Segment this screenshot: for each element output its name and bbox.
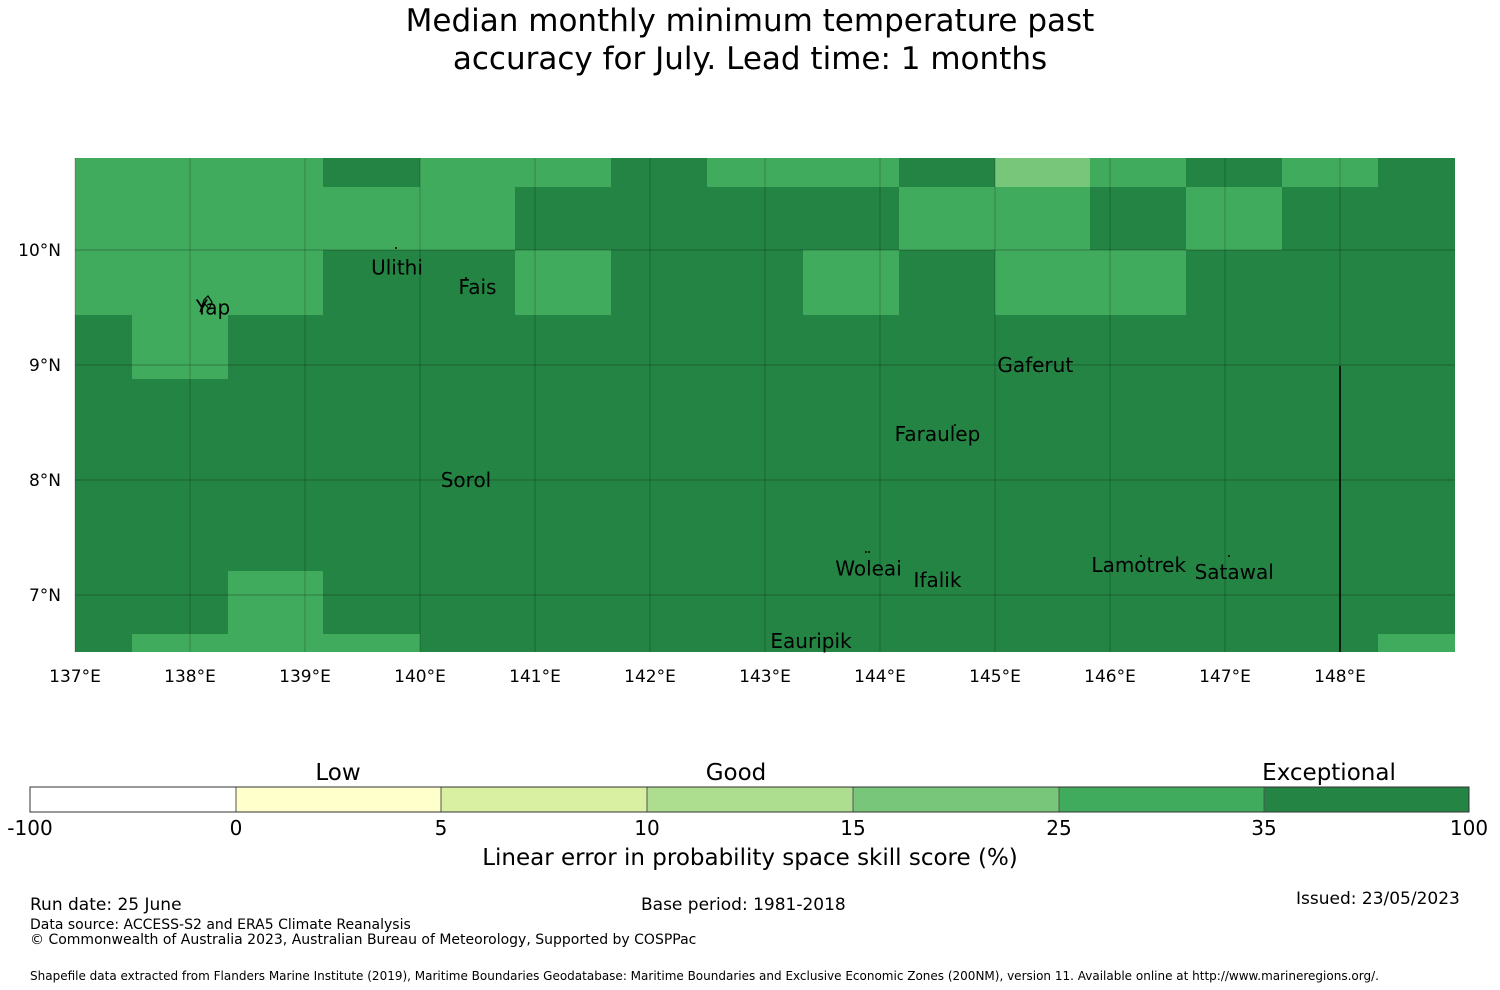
latitude-labels: 10°N 9°N 8°N 7°N (18, 241, 61, 606)
longitude-labels: 137°E 138°E 139°E 140°E 141°E 142°E 143°E 144°E… (49, 667, 1366, 687)
colorbar-tick: 0 (229, 816, 243, 840)
place-label: Woleai (835, 557, 902, 581)
lat-tick-label: 8°N (29, 471, 61, 491)
place-label: Eauripik (770, 629, 852, 653)
skill-cell (515, 250, 611, 315)
lon-tick-label: 142°E (624, 667, 676, 687)
lon-tick-label: 145°E (969, 667, 1021, 687)
shapefile-credit: Shapefile data extracted from Flanders M… (30, 969, 1379, 983)
lon-tick-label: 148°E (1314, 667, 1366, 687)
place-label: Ifalik (914, 568, 962, 592)
colorbar-tick: -100 (7, 816, 53, 840)
place-label: Lamotrek (1091, 553, 1186, 577)
skill-cell (899, 187, 1090, 250)
colorbar-tick: 15 (840, 816, 866, 840)
island-dot (954, 424, 956, 426)
island-dot (1228, 555, 1230, 557)
lon-tick-label: 143°E (739, 667, 791, 687)
skill-cell (1186, 187, 1282, 250)
skill-cell (515, 158, 611, 187)
skill-cell (1282, 158, 1378, 187)
island-dot (395, 247, 397, 249)
lon-tick-label: 140°E (394, 667, 446, 687)
lon-tick-label: 137°E (49, 667, 101, 687)
title-line-1: Median monthly minimum temperature past (405, 3, 1095, 39)
colorbar-box (441, 787, 647, 812)
skill-grid (75, 158, 1455, 652)
place-label: Satawal (1195, 560, 1274, 584)
copyright: © Commonwealth of Australia 2023, Austra… (30, 932, 697, 948)
skill-cell (323, 187, 420, 250)
skill-cell (75, 158, 323, 315)
lon-tick-label: 144°E (854, 667, 906, 687)
skill-cell (1378, 634, 1455, 652)
skill-cell (228, 571, 323, 652)
skill-cell (1090, 158, 1186, 187)
graticule (74, 158, 1455, 652)
colorbar-label: Linear error in probability space skill … (482, 845, 1018, 871)
colorbar-box (30, 787, 236, 812)
island-dot (868, 551, 870, 553)
skill-cell (323, 634, 420, 652)
place-label: Sorol (441, 468, 492, 492)
lat-tick-label: 7°N (29, 586, 61, 606)
map-features (199, 247, 1341, 652)
colorbar-tick: 5 (434, 816, 448, 840)
skill-cell (707, 158, 899, 187)
lon-tick-label: 146°E (1084, 667, 1136, 687)
lat-tick-label: 10°N (18, 241, 61, 261)
colorbar-box (853, 787, 1059, 812)
lon-tick-label: 141°E (509, 667, 561, 687)
place-label: Fais (459, 275, 497, 299)
place-label: Ulithi (371, 255, 423, 279)
skill-cell (995, 250, 1186, 315)
colorbar-outline (29, 786, 1470, 813)
skill-cell (132, 315, 228, 379)
base-period: Base period: 1981-2018 (641, 895, 846, 915)
colorbar-tick: 100 (1449, 816, 1489, 840)
colorbar-category-exceptional: Exceptional (1262, 760, 1396, 786)
skill-cell (995, 158, 1090, 187)
colorbar-box (1059, 787, 1264, 812)
place-labels: Ulithi Yap Fais Gaferut Faraulep Sorol Woleai I… (195, 255, 1274, 653)
lon-tick-label: 139°E (279, 667, 331, 687)
island-dot (465, 277, 467, 279)
colorbar-category-low: Low (315, 760, 361, 786)
colorbar-tick: 25 (1046, 816, 1072, 840)
run-date: Run date: 25 June (30, 895, 182, 915)
colorbar-category-good: Good (705, 760, 767, 786)
skill-cell (803, 250, 899, 315)
place-label: Yap (195, 296, 230, 320)
colorbar-box (647, 787, 853, 812)
lat-tick-label: 9°N (29, 356, 61, 376)
colorbar-tick: 35 (1251, 816, 1277, 840)
island-dot (1140, 555, 1142, 557)
place-label: Faraulep (895, 422, 981, 446)
place-label: Gaferut (997, 353, 1073, 377)
colorbar (29, 786, 1470, 813)
lon-tick-label: 147°E (1199, 667, 1251, 687)
skill-cell (132, 634, 228, 652)
lon-tick-label: 138°E (164, 667, 216, 687)
colorbar-box (236, 787, 441, 812)
colorbar-tick: 10 (634, 816, 660, 840)
data-source: Data source: ACCESS-S2 and ERA5 Climate … (30, 917, 411, 933)
issued-date: Issued: 23/05/2023 (1296, 889, 1460, 909)
chart-title: Median monthly minimum temperature past … (0, 2, 1500, 78)
title-line-2: accuracy for July. Lead time: 1 months (452, 41, 1048, 77)
colorbar-box (1264, 787, 1469, 812)
island-dot (865, 551, 867, 553)
yap-island-outline (199, 295, 213, 313)
skill-cell (420, 158, 515, 250)
